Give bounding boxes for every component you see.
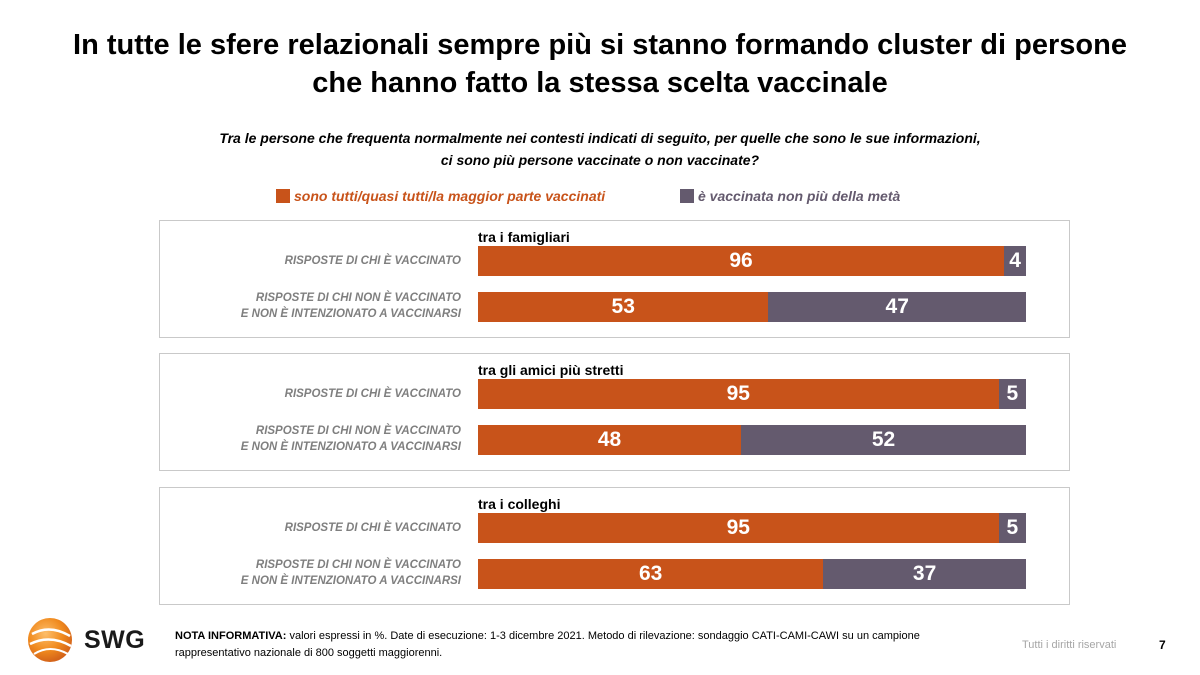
footer-note-label: NOTA INFORMATIVA: <box>175 630 287 642</box>
legend-item-not-vaccinated: è vaccinata non più della metà <box>680 188 900 204</box>
survey-question-line-2: ci sono più persone vaccinate o non vacc… <box>440 152 760 168</box>
legend-swatch-vaccinated <box>276 189 290 203</box>
bar-segment-vaccinated: 63 <box>478 559 824 589</box>
legend-label-vaccinated: sono tutti/quasi tutti/la maggior parte … <box>294 188 606 204</box>
chart-panel: tra i colleghi RISPOSTE DI CHI È VACCINAT… <box>159 487 1070 605</box>
survey-question-line-1: Tra le persone che frequenta normalmente… <box>219 130 981 146</box>
row-label-vaccinated-respondents: RISPOSTE DI CHI È VACCINATO <box>284 388 461 400</box>
row-label-unvaccinated-respondents: RISPOSTE DI CHI NON È VACCINATO E NON È I… <box>240 425 461 453</box>
legend-swatch-not-vaccinated <box>680 189 694 203</box>
row-label-unvaccinated-respondents: RISPOSTE DI CHI NON È VACCINATO E NON È I… <box>240 559 461 587</box>
rights-text: Tutti i diritti riservati <box>1022 639 1117 651</box>
page-title: In tutte le sfere relazionali sempre più… <box>0 26 1200 102</box>
bar-segment-vaccinated: 53 <box>478 292 769 322</box>
stacked-bar: 95 5 <box>478 513 1026 543</box>
panel-title: tra gli amici più stretti <box>478 362 624 378</box>
panel-title: tra i famigliari <box>478 229 570 245</box>
bar-segment-vaccinated: 48 <box>478 425 742 455</box>
swg-logo-icon <box>28 618 72 662</box>
chart-panel: tra i famigliari RISPOSTE DI CHI È VACCIN… <box>159 220 1070 338</box>
bar-segment-not-vaccinated: 4 <box>1004 246 1026 276</box>
chart-panel: tra gli amici più stretti RISPOSTE DI CHI… <box>159 353 1070 471</box>
chart-legend: sono tutti/quasi tutti/la maggior parte … <box>0 188 1200 208</box>
legend-item-vaccinated: sono tutti/quasi tutti/la maggior parte … <box>276 188 605 204</box>
page-title-line-2: che hanno fatto la stessa scelta vaccina… <box>312 67 888 99</box>
bar-segment-not-vaccinated: 5 <box>998 513 1026 543</box>
survey-question: Tra le persone che frequenta normalmente… <box>0 127 1200 171</box>
row-label-unvaccinated-respondents: RISPOSTE DI CHI NON È VACCINATO E NON È I… <box>240 292 461 320</box>
bar-segment-vaccinated: 95 <box>478 513 999 543</box>
stacked-bar: 48 52 <box>478 425 1026 455</box>
panel-title: tra i colleghi <box>478 496 561 512</box>
stacked-bar: 95 5 <box>478 379 1026 409</box>
bar-segment-vaccinated: 95 <box>478 379 999 409</box>
stacked-bar: 63 37 <box>478 559 1026 589</box>
bar-segment-not-vaccinated: 37 <box>823 559 1026 589</box>
row-label-vaccinated-respondents: RISPOSTE DI CHI È VACCINATO <box>284 522 461 534</box>
stacked-bar: 53 47 <box>478 292 1026 322</box>
stacked-bar: 96 4 <box>478 246 1026 276</box>
row-label-vaccinated-respondents: RISPOSTE DI CHI È VACCINATO <box>284 255 461 267</box>
footer-note: NOTA INFORMATIVA: valori espressi in %. … <box>175 628 955 662</box>
logo-text: SWG <box>84 626 146 654</box>
page-title-line-1: In tutte le sfere relazionali sempre più… <box>73 29 1127 61</box>
footer-note-text: valori espressi in %. Date di esecuzione… <box>175 630 920 659</box>
bar-segment-not-vaccinated: 47 <box>768 292 1026 322</box>
bar-segment-not-vaccinated: 52 <box>741 425 1026 455</box>
page-number: 7 <box>1159 638 1166 652</box>
legend-label-not-vaccinated: è vaccinata non più della metà <box>698 188 901 204</box>
bar-segment-vaccinated: 96 <box>478 246 1005 276</box>
bar-segment-not-vaccinated: 5 <box>998 379 1026 409</box>
